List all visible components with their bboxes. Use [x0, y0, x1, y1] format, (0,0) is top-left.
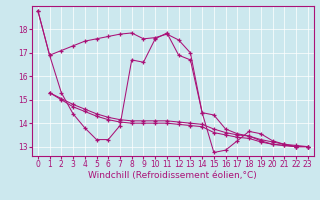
- X-axis label: Windchill (Refroidissement éolien,°C): Windchill (Refroidissement éolien,°C): [88, 171, 257, 180]
